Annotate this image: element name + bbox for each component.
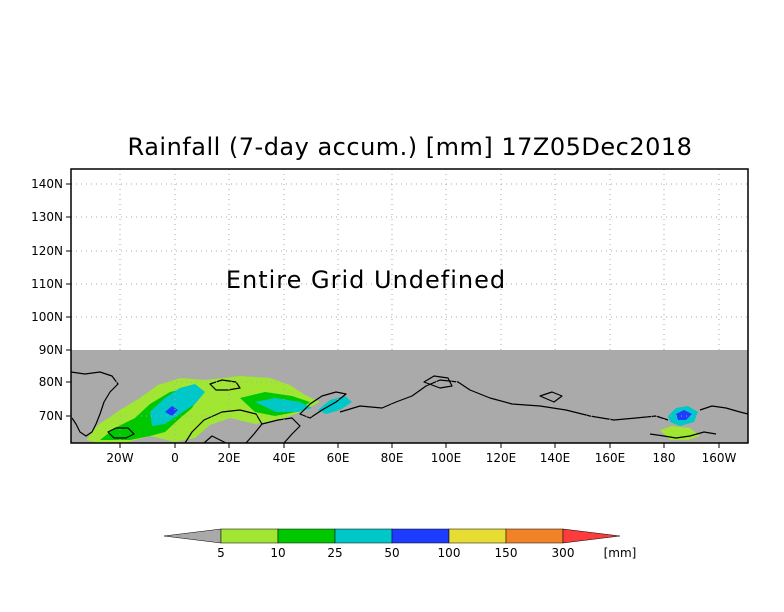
- colorbar-segment: [277, 528, 336, 544]
- colorbar-segment: [448, 528, 507, 544]
- lon-label: 160E: [595, 451, 626, 465]
- colorbar-label: 50: [384, 546, 399, 560]
- coast-iceland: [107, 427, 135, 439]
- coast-baltic: [203, 435, 227, 444]
- coast-kola-white-sea: [261, 417, 301, 444]
- lat-label: 130N: [31, 210, 63, 224]
- lon-label: 0: [171, 451, 179, 465]
- coast-severnaya-zemlya: [423, 375, 453, 389]
- lon-label: 180: [653, 451, 676, 465]
- coast-greenland: [70, 371, 119, 437]
- coast-new-siberian-islands: [539, 391, 563, 403]
- lat-label: 110N: [31, 277, 63, 291]
- lat-label: 80N: [39, 375, 63, 389]
- coast-svalbard: [209, 379, 241, 391]
- lon-label: 80E: [381, 451, 404, 465]
- lat-label: 90N: [39, 343, 63, 357]
- lon-label: 100E: [431, 451, 462, 465]
- plot-frame: [70, 168, 749, 444]
- colorbar-label: 5: [217, 546, 225, 560]
- undefined-grid-message: Entire Grid Undefined: [226, 266, 506, 294]
- colorbar-label: 100: [438, 546, 461, 560]
- coast-alaska: [699, 405, 749, 415]
- colorbar-label: 25: [327, 546, 342, 560]
- lon-label: 140E: [540, 451, 571, 465]
- lon-label: 120E: [486, 451, 517, 465]
- lat-label: 100N: [31, 310, 63, 324]
- colorbar-label: 10: [270, 546, 285, 560]
- lon-label: 40E: [273, 451, 296, 465]
- colorbar: 5 10 25 50 100 150 300 [mm]: [163, 528, 637, 560]
- rain-patch-cyan-3: [318, 396, 352, 414]
- latitude-labels: 140N 130N 120N 110N 100N 90N 80N 70N: [31, 177, 63, 423]
- map-title: Rainfall (7-day accum.) [mm] 17Z05Dec201…: [127, 133, 693, 161]
- lon-label: 20E: [218, 451, 241, 465]
- lat-label: 70N: [39, 409, 63, 423]
- lon-label: 160W: [702, 451, 737, 465]
- coast-scandinavia: [184, 409, 263, 444]
- coast-novaya-zemlya: [299, 391, 347, 419]
- rain-patch-blue: [165, 406, 178, 416]
- colorbar-under-triangle: [163, 528, 222, 544]
- rain-patch-cyan: [150, 384, 205, 426]
- lat-label: 120N: [31, 244, 63, 258]
- coastlines: [70, 371, 749, 444]
- lat-label: 140N: [31, 177, 63, 191]
- longitude-labels: 20W 0 20E 40E 60E 80E 100E 120E 140E 160…: [106, 451, 736, 465]
- colorbar-over-triangle: [562, 528, 621, 544]
- colorbar-label: 150: [495, 546, 518, 560]
- rain-patch-bering-blue: [676, 410, 692, 420]
- colorbar-segment: [391, 528, 450, 544]
- graticule: [71, 169, 748, 443]
- colorbar-unit: [mm]: [604, 546, 637, 560]
- coast-siberia: [339, 379, 669, 421]
- tick-marks: [66, 183, 720, 448]
- lon-label: 60E: [327, 451, 350, 465]
- colorbar-segment: [334, 528, 393, 544]
- colorbar-label: 300: [552, 546, 575, 560]
- lon-label: 20W: [106, 451, 133, 465]
- colorbar-segment: [505, 528, 564, 544]
- colorbar-segment: [220, 528, 279, 544]
- coast-chukotka: [649, 431, 717, 439]
